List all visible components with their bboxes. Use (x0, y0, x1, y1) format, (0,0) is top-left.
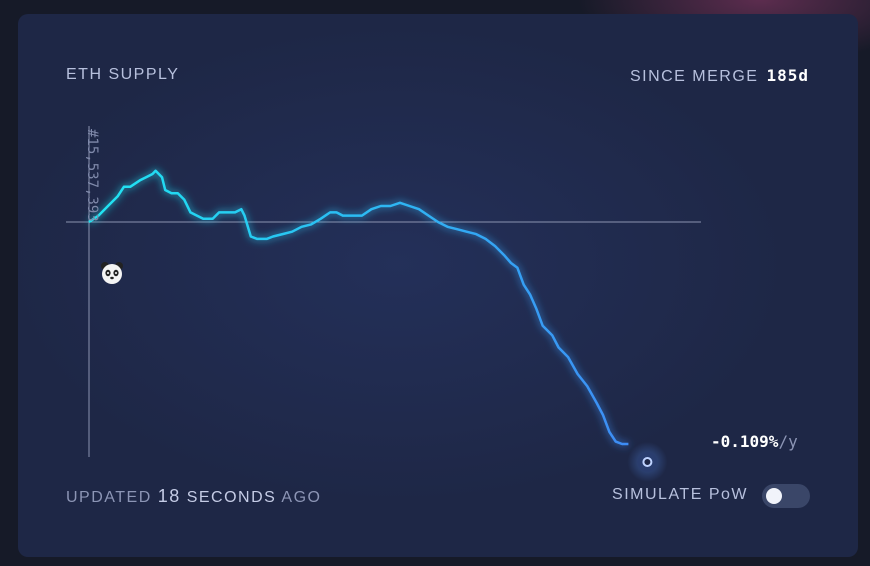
simulate-pow-toggle[interactable] (762, 484, 810, 508)
updated-suffix: AGO (281, 489, 322, 506)
supply-rate-unit: /y (778, 432, 798, 451)
supply-line (88, 169, 629, 446)
updated-status: UPDATED 18 SECONDS AGO (66, 486, 321, 507)
since-merge: SINCE MERGE 185d (630, 66, 809, 86)
supply-chart (66, 126, 701, 482)
since-merge-label: SINCE MERGE (629, 68, 759, 85)
supply-rate-label: -0.109%/y (711, 432, 798, 451)
updated-prefix: UPDATED (66, 489, 152, 506)
supply-rate-value: -0.109% (711, 432, 779, 451)
merge-block-label: #15,537,393 (84, 129, 100, 222)
updated-number: 18 (157, 486, 181, 506)
updated-unit: SECONDS (186, 489, 277, 506)
eth-supply-card: ETH SUPPLY SINCE MERGE 185d #15,537, (18, 14, 858, 557)
toggle-knob[interactable] (766, 488, 782, 504)
simulate-pow-label: SIMULATE PoW (612, 486, 748, 503)
since-merge-value: 185d (766, 66, 809, 85)
card-title: ETH SUPPLY (66, 66, 180, 83)
panda-icon (101, 262, 123, 284)
end-point (642, 457, 653, 467)
